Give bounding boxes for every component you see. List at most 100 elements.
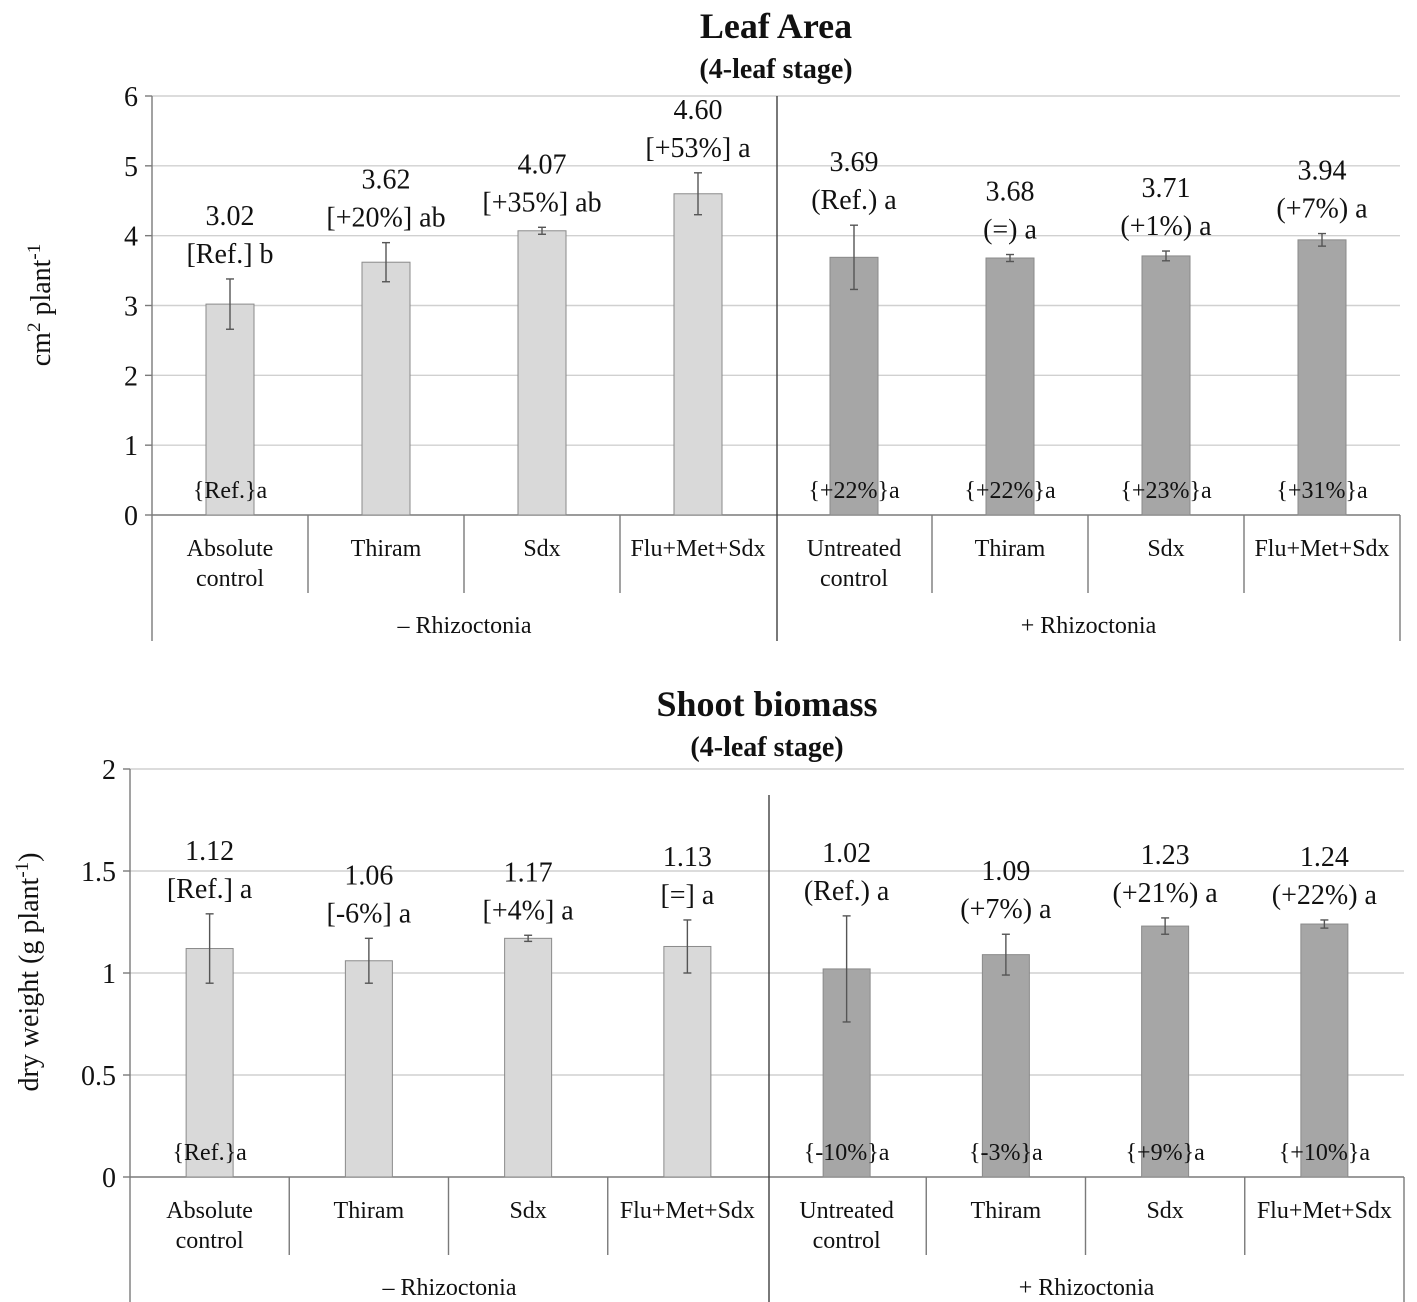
bar bbox=[504, 937, 553, 1178]
y-tick-label: 3 bbox=[124, 292, 138, 323]
bar bbox=[185, 948, 234, 1178]
data-label: 3.71 bbox=[1142, 173, 1191, 204]
comparison-label: (=) a bbox=[983, 215, 1037, 246]
data-label: 4.60 bbox=[674, 95, 723, 126]
group-label-minus: – Rhizoctonia bbox=[397, 613, 532, 639]
comparison-label: [-6%] a bbox=[327, 898, 412, 929]
y-axis-label-text: cm bbox=[26, 332, 57, 366]
bottom-annotation: {-3%}a bbox=[969, 1140, 1043, 1166]
comparison-label: [+20%] ab bbox=[326, 203, 445, 234]
comparison-label: (Ref.) a bbox=[811, 185, 897, 216]
x-tick-label: Flu+Met+Sdx bbox=[1257, 1198, 1392, 1224]
y-axis-label-text: dry weight (g plant bbox=[14, 877, 45, 1091]
data-label: 1.02 bbox=[822, 838, 871, 869]
comparison-label: [+35%] ab bbox=[482, 187, 601, 218]
x-tick-label: Thiram bbox=[334, 1198, 405, 1224]
y-tick-label: 0 bbox=[124, 501, 138, 532]
bar bbox=[361, 261, 411, 516]
data-label: 3.62 bbox=[362, 165, 411, 196]
comparison-label: [+4%] a bbox=[483, 895, 575, 926]
bar bbox=[344, 960, 393, 1178]
x-tick-label: Absolute bbox=[166, 1198, 253, 1224]
data-label: 4.07 bbox=[518, 149, 567, 180]
y-tick-label: 1 bbox=[124, 431, 138, 462]
chart-title: Leaf Area bbox=[700, 6, 852, 46]
data-label: 3.02 bbox=[206, 201, 255, 232]
y-tick-label: 2 bbox=[124, 361, 138, 392]
x-tick-label: Sdx bbox=[523, 536, 560, 562]
x-tick-label-line2: control bbox=[820, 566, 888, 592]
bottom-annotation: {+22%}a bbox=[808, 478, 900, 504]
x-tick-label-line2: control bbox=[813, 1228, 881, 1254]
data-label: 1.09 bbox=[981, 856, 1030, 887]
y-axis-label: cm2 plant-1 bbox=[24, 244, 57, 367]
x-tick-label: Thiram bbox=[975, 536, 1046, 562]
data-label: 3.68 bbox=[986, 177, 1035, 208]
y-tick-label: 1.5 bbox=[81, 857, 116, 888]
bar bbox=[981, 954, 1030, 1178]
bottom-annotation: {Ref.}a bbox=[193, 478, 268, 504]
bar bbox=[663, 945, 712, 1178]
chart-title: Shoot biomass bbox=[656, 684, 877, 724]
x-tick-label: Untreated bbox=[807, 536, 902, 562]
x-tick-label: Sdx bbox=[1147, 536, 1184, 562]
x-tick-label-line2: control bbox=[176, 1228, 244, 1254]
y-axis-label: dry weight (g plant-1) bbox=[12, 853, 45, 1092]
data-label: 1.13 bbox=[663, 842, 712, 873]
y-tick-label: 6 bbox=[124, 82, 138, 113]
y-axis-label-superscript: 2 bbox=[24, 323, 45, 333]
y-tick-label: 5 bbox=[124, 152, 138, 183]
chart-panel-2: Shoot biomass (4-leaf stage) 0 0.5 1 1.5 2 dry … bbox=[12, 684, 1405, 1302]
bar bbox=[829, 256, 879, 516]
bottom-annotation: {+31%}a bbox=[1276, 478, 1368, 504]
data-label: 1.23 bbox=[1141, 840, 1190, 871]
y-axis-label-exponent: -1 bbox=[12, 862, 33, 878]
y-axis-label-close: ) bbox=[14, 853, 45, 862]
x-tick-label: Sdx bbox=[509, 1198, 546, 1224]
comparison-label: (+7%) a bbox=[960, 894, 1052, 925]
data-label: 1.24 bbox=[1300, 842, 1349, 873]
x-tick-label: Flu+Met+Sdx bbox=[630, 536, 765, 562]
bottom-annotation: {-10%}a bbox=[804, 1140, 890, 1166]
data-label: 1.17 bbox=[504, 857, 553, 888]
y-tick-label: 2 bbox=[102, 755, 116, 786]
comparison-label: (+22%) a bbox=[1272, 880, 1378, 911]
y-tick-label: 4 bbox=[124, 222, 138, 253]
comparison-label: (+7%) a bbox=[1276, 194, 1368, 225]
y-tick-label: 1 bbox=[102, 959, 116, 990]
bottom-annotation: {+23%}a bbox=[1120, 478, 1212, 504]
y-tick-label: 0.5 bbox=[81, 1061, 116, 1092]
chart-subtitle: (4-leaf stage) bbox=[690, 732, 843, 763]
x-tick-label: Untreated bbox=[799, 1198, 894, 1224]
x-tick-label: Flu+Met+Sdx bbox=[620, 1198, 755, 1224]
bottom-annotation: {+10%}a bbox=[1279, 1140, 1371, 1166]
comparison-label: (+21%) a bbox=[1113, 878, 1219, 909]
y-axis-label-text-rest: plant bbox=[26, 259, 57, 322]
bar bbox=[1297, 239, 1347, 516]
bottom-annotation: {Ref.}a bbox=[172, 1140, 247, 1166]
x-tick-label-line2: control bbox=[196, 566, 264, 592]
data-label: 3.69 bbox=[830, 147, 879, 178]
x-tick-label: Sdx bbox=[1146, 1198, 1183, 1224]
bottom-annotation: {+9%}a bbox=[1126, 1140, 1206, 1166]
bar bbox=[205, 303, 255, 516]
comparison-label: (+1%) a bbox=[1120, 211, 1212, 242]
y-axis-label-exponent: -1 bbox=[24, 244, 45, 260]
bar bbox=[517, 230, 567, 516]
bottom-annotation: {+22%}a bbox=[964, 478, 1056, 504]
group-label-minus: – Rhizoctonia bbox=[382, 1275, 517, 1301]
bar bbox=[673, 193, 723, 516]
comparison-label: [Ref.] b bbox=[186, 239, 273, 270]
bar bbox=[1141, 925, 1190, 1178]
x-tick-label: Flu+Met+Sdx bbox=[1254, 536, 1389, 562]
comparison-label: [Ref.] a bbox=[167, 874, 253, 905]
comparison-label: [=] a bbox=[660, 880, 714, 911]
data-label: 1.12 bbox=[185, 836, 234, 867]
comparison-label: (Ref.) a bbox=[804, 876, 890, 907]
data-label: 1.06 bbox=[344, 860, 393, 891]
chart-subtitle: (4-leaf stage) bbox=[699, 54, 852, 85]
comparison-label: [+53%] a bbox=[645, 133, 751, 164]
y-tick-label: 0 bbox=[102, 1163, 116, 1194]
group-label-plus: + Rhizoctonia bbox=[1019, 1275, 1155, 1301]
